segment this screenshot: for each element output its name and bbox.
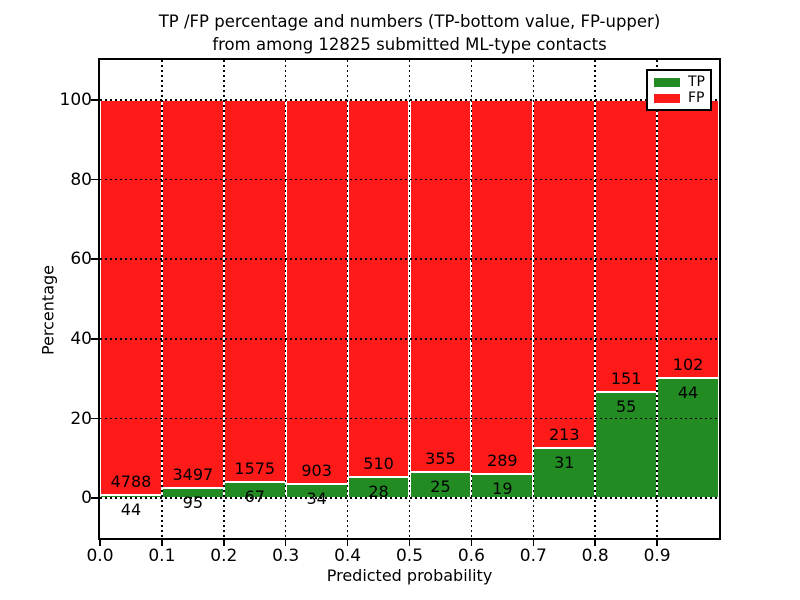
fp-count-label: 355 [425,448,456,468]
fp-count-label: 213 [548,424,580,444]
x-tickmark [656,540,658,546]
x-tickmark [284,540,287,546]
x-tick-label: 0.0 [86,546,114,566]
legend-label-tp: TP [688,74,705,90]
x-tickmark [594,540,596,546]
y-tick-label: 60 [70,249,92,270]
fp-count-label: 102 [672,355,704,375]
x-tickmark [532,540,535,546]
fp-bar-segment [285,99,348,484]
vertical-gridline [532,60,535,538]
y-tickmark [91,497,98,499]
fp-count-label: 289 [487,450,518,470]
x-tickmark [223,540,225,546]
y-tick-label: 80 [70,169,92,190]
x-tickmark [346,540,349,546]
x-tickmark [470,540,473,546]
tp-count-label: 28 [368,482,389,502]
plot-area: 4788 44 3497 95 1575 67 903 34 510 28 355 25 289 19 21… [98,58,721,540]
vertical-gridline [408,60,411,538]
vertical-gridline [594,60,596,538]
x-tick-label: 0.7 [519,546,547,566]
fp-count-label: 4788 [110,471,152,491]
y-tickmark [91,417,98,420]
fp-bar-segment [161,99,224,488]
vertical-gridline [223,60,225,538]
fp-bar-segment [100,99,162,495]
tp-count-label: 44 [677,383,699,403]
legend-item-tp: TP [654,74,705,90]
x-tickmark [161,540,163,546]
fp-bar-segment [657,99,719,379]
x-tick-label: 0.6 [457,546,485,566]
tp-count-label: 19 [492,478,513,498]
tp-count-label: 25 [430,476,451,496]
fp-bar-segment [533,99,596,448]
x-tick-label: 0.5 [395,546,424,566]
tp-count-label: 95 [182,492,204,512]
fp-bar-segment [223,99,286,482]
y-tick-label: 40 [70,328,92,349]
x-tick-label: 0.3 [272,546,300,566]
vertical-gridline [656,60,658,538]
chart-title-line1: TP /FP percentage and numbers (TP-bottom… [158,12,661,31]
fp-bar-segment [595,99,658,392]
y-tick-label: 0 [81,488,92,509]
tp-count-label: 34 [306,488,327,508]
y-tickmark [91,178,98,181]
x-tick-label: 0.1 [148,546,176,566]
x-tick-label: 0.2 [210,546,238,566]
vertical-gridline [346,60,349,538]
x-tick-label: 0.4 [334,546,362,566]
y-tickmark [91,99,98,101]
legend: TP FP [646,69,712,111]
fp-count-label: 510 [363,454,394,474]
y-tick-label: 20 [70,408,92,429]
fp-count-label: 3497 [172,464,214,484]
y-tickmark [91,338,98,340]
tp-count-label: 67 [244,486,265,506]
fp-count-label: 151 [610,368,642,388]
y-tickmark [91,258,98,260]
fp-count-label: 1575 [234,458,276,478]
chart-title-line2: from among 12825 submitted ML-type conta… [212,35,607,54]
x-tick-label: 0.8 [581,546,609,566]
vertical-gridline [284,60,287,538]
fp-bar-segment [409,99,472,472]
vertical-gridline [470,60,473,538]
fp-count-label: 903 [301,460,332,480]
tp-count-label: 55 [615,396,637,416]
tp-legend-swatch-icon [654,77,680,87]
x-tickmark [99,540,101,546]
tp-count-label: 31 [554,452,575,472]
x-tickmark [408,540,411,546]
y-tick-label: 100 [59,89,92,110]
legend-label-fp: FP [688,90,705,106]
tp-count-label: 44 [120,499,142,519]
x-axis-label: Predicted probability [326,566,493,585]
vertical-gridline [161,60,163,538]
legend-item-fp: FP [654,90,705,106]
x-tick-label: 0.9 [643,546,671,566]
fp-bar-segment [347,99,410,478]
fp-legend-swatch-icon [654,93,680,103]
chart-title: TP /FP percentage and numbers (TP-bottom… [100,10,719,56]
